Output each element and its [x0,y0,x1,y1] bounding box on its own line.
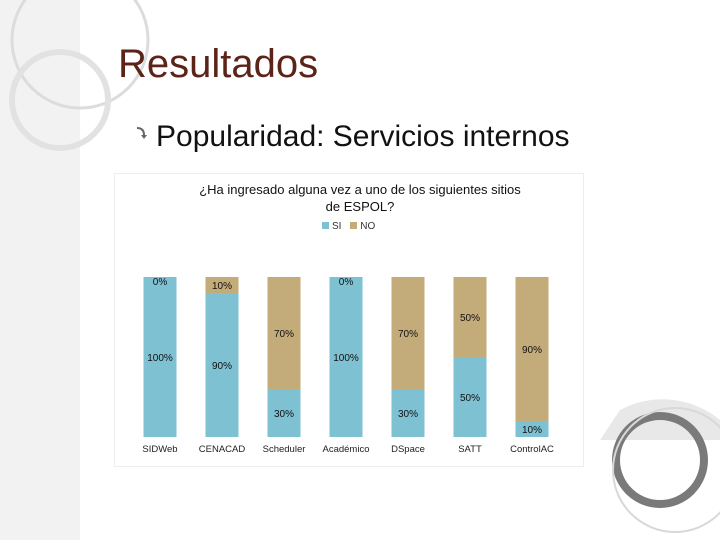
data-label-si-0: 100% [147,353,173,364]
legend-item-si: SI [322,221,341,232]
bar-no-5 [453,277,487,357]
bullet-item: Popularidad: Servicios internos [136,120,570,154]
chart-title-line1: ¿Ha ingresado alguna vez a uno de los si… [199,182,521,197]
bullet-arrow-icon [137,127,147,139]
legend-item-no: NO [350,221,375,232]
data-label-si-1: 90% [212,361,232,372]
data-label-si-6: 10% [522,425,542,436]
chart-title-line2: de ESPOL? [325,199,395,214]
bar-no-2 [267,277,301,389]
x-tick-label-1: CENACAD [199,444,246,455]
data-label-si-5: 50% [460,393,480,404]
bar-no-1 [205,277,239,293]
bullet-text: Popularidad: Servicios internos [156,120,570,153]
x-tick-label-3: Académico [323,444,370,455]
data-label-no-1: 10% [212,281,232,292]
data-label-si-4: 30% [398,409,418,420]
chart-legend: SI NO [322,221,381,232]
data-label-no-0: 0% [153,277,168,288]
slide-title: Resultados [118,42,319,86]
data-label-no-6: 90% [522,345,542,356]
legend-label-si: SI [332,221,342,232]
data-label-si-3: 100% [333,353,359,364]
bar-si-4 [391,389,425,437]
bar-si-0 [143,277,177,437]
x-tick-label-2: Scheduler [263,444,306,455]
legend-swatch-si [322,222,329,229]
bar-si-3 [329,277,363,437]
data-label-no-3: 0% [339,277,354,288]
data-label-no-4: 70% [398,329,418,340]
legend-label-no: NO [360,221,376,232]
x-tick-label-6: ControlAC [510,444,554,455]
legend-swatch-no [350,222,358,229]
bar-no-4 [391,277,425,389]
bar-no-6 [515,277,549,421]
x-tick-label-0: SIDWeb [142,444,177,455]
data-label-si-2: 30% [274,409,294,420]
chart-title: ¿Ha ingresado alguna vez a uno de los si… [180,181,540,215]
data-label-no-5: 50% [460,313,480,324]
x-tick-label-4: DSpace [391,444,425,455]
x-tick-label-5: SATT [458,444,482,455]
bar-si-2 [267,389,301,437]
data-label-no-2: 70% [274,329,294,340]
bar-si-1 [205,293,239,437]
bar-si-6 [515,421,549,437]
bar-si-5 [453,357,487,437]
